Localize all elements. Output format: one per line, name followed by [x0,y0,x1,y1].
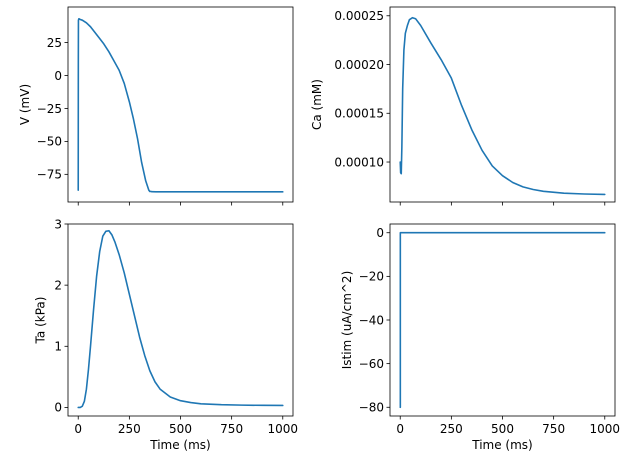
y-tick-label: −25 [37,102,62,116]
x-tick-label: 500 [169,422,192,436]
x-axis-label: Time (ms) [471,438,533,452]
y-axis-label: Ta (kPa) [33,297,47,345]
series-line [77,18,284,193]
y-tick-label: 2 [54,278,62,292]
axes-frame [389,6,616,203]
axes-frame [67,6,294,203]
y-axis-label: V (mV) [18,84,32,125]
y-tick-label: 0 [54,69,62,83]
panel-tension: 0 250 500 750 1000 3 2 1 0 Time (ms) Ta (kPa) [33,217,298,452]
series-line [77,229,284,409]
x-tick-label: 1000 [267,422,298,436]
y-axis-label: Istim (uA/cm^2) [340,271,354,370]
y-tick-label: −40 [359,313,384,327]
y-tick-label: −50 [37,135,62,149]
series-line [399,231,606,409]
y-tick-label: −60 [359,357,384,371]
y-tick-label: 25 [47,36,62,50]
panel-voltage: 25 0 −25 −50 −75 V (mV) [18,6,294,206]
axes-frame [67,223,294,417]
panel-stimulus: 0 250 500 750 1000 0 −20 −40 −60 −80 Time (ms) Isti… [340,223,620,452]
y-tick-label: 0.00025 [334,9,384,23]
x-tick-label: 750 [542,422,565,436]
x-tick-label: 0 [396,422,404,436]
y-tick-label: 1 [54,340,62,354]
y-axis-label: Ca (mM) [310,79,324,130]
y-tick-label: 3 [54,217,62,231]
x-tick-label: 500 [491,422,514,436]
panel-calcium: 0.00025 0.00020 0.00015 0.00010 Ca (mM) [310,6,616,206]
y-tick-label: 0.00010 [334,155,384,169]
x-tick-label: 250 [440,422,463,436]
y-tick-label: −20 [359,270,384,284]
y-tick-label: 0.00015 [334,107,384,121]
y-tick-label: −75 [37,168,62,182]
y-tick-label: 0 [376,226,384,240]
x-tick-label: 1000 [589,422,620,436]
x-tick-label: 750 [220,422,243,436]
series-line [399,16,606,196]
y-tick-label: −80 [359,401,384,415]
y-tick-label: 0 [54,401,62,415]
x-axis-label: Time (ms) [149,438,211,452]
x-tick-label: 0 [74,422,82,436]
x-tick-label: 250 [118,422,141,436]
axes-frame [389,223,616,417]
y-tick-label: 0.00020 [334,58,384,72]
